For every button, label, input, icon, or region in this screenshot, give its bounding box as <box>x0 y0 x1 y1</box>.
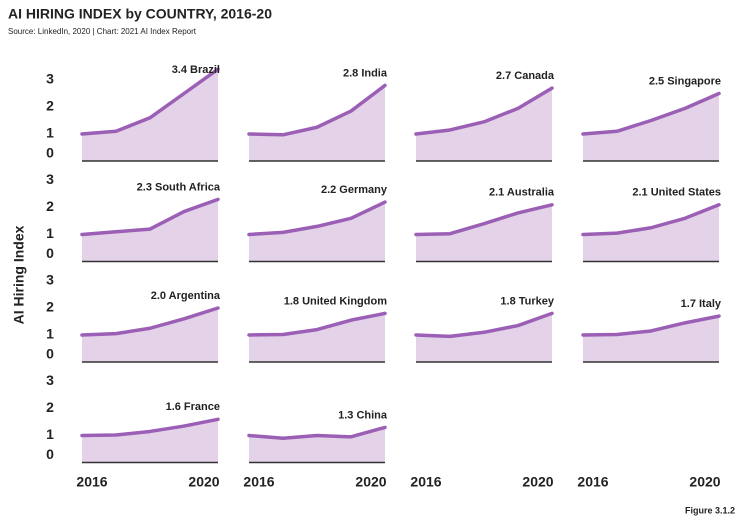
y-tick-label: 0 <box>46 346 54 362</box>
area <box>82 419 218 463</box>
x-tick-label: 2020 <box>355 474 386 490</box>
line <box>80 67 220 136</box>
line <box>80 417 220 438</box>
y-tick-label: 0 <box>46 446 54 462</box>
figure-label: Figure 3.1.2 <box>685 505 735 515</box>
y-tick-label: 1 <box>46 125 54 141</box>
panel-label: 3.4 Brazil <box>172 64 220 76</box>
y-tick-label: 0 <box>46 145 54 161</box>
line <box>80 306 220 337</box>
x-tick-label: 2020 <box>522 474 553 490</box>
area <box>249 427 385 463</box>
line <box>247 83 387 137</box>
area <box>416 88 552 161</box>
panel-label: 1.3 China <box>338 409 388 421</box>
panel-label: 2.8 India <box>343 67 388 79</box>
panel-label: 1.8 Turkey <box>500 295 554 307</box>
source: Source: LinkedIn, 2020 | Chart: 2021 AI … <box>8 27 197 36</box>
area <box>82 69 218 161</box>
panel-label: 2.1 Australia <box>489 187 555 199</box>
line <box>581 91 721 136</box>
line <box>414 86 554 136</box>
panel-label: 2.1 United States <box>632 187 721 199</box>
area <box>249 313 385 362</box>
y-tick-label: 3 <box>46 372 54 388</box>
x-tick-label: 2020 <box>689 474 720 490</box>
line <box>247 200 387 237</box>
line <box>247 311 387 337</box>
panel-label: 2.7 Canada <box>496 70 555 82</box>
line <box>581 314 721 337</box>
line <box>80 197 220 237</box>
area <box>82 308 218 362</box>
panel-label: 1.7 Italy <box>681 298 722 310</box>
y-tick-label: 1 <box>46 225 54 241</box>
line <box>414 203 554 237</box>
panel-label: 1.6 France <box>166 401 220 413</box>
line <box>581 203 721 237</box>
x-tick-label: 2016 <box>410 474 441 490</box>
panel-label: 1.8 United Kingdom <box>284 295 388 307</box>
chart-title: AI HIRING INDEX by COUNTRY, 2016-20 <box>8 6 272 22</box>
area <box>416 204 552 262</box>
area <box>249 85 385 161</box>
x-tick-label: 2016 <box>76 474 107 490</box>
panel-label: 2.2 Germany <box>321 184 388 196</box>
x-tick-label: 2016 <box>243 474 274 490</box>
y-tick-label: 3 <box>46 171 54 187</box>
area <box>583 93 719 161</box>
y-tick-label: 2 <box>46 98 54 114</box>
area <box>583 316 719 362</box>
line <box>247 425 387 440</box>
y-tick-label: 2 <box>46 399 54 415</box>
y-tick-label: 2 <box>46 299 54 315</box>
line <box>414 311 554 339</box>
panel-label: 2.5 Singapore <box>649 75 721 87</box>
x-tick-label: 2020 <box>188 474 219 490</box>
y-axis-label: AI Hiring Index <box>11 225 27 324</box>
y-tick-label: 1 <box>46 326 54 342</box>
y-tick-label: 2 <box>46 198 54 214</box>
y-tick-label: 3 <box>46 71 54 87</box>
y-tick-label: 3 <box>46 272 54 288</box>
panel-label: 2.0 Argentina <box>151 290 221 302</box>
y-tick-label: 0 <box>46 245 54 261</box>
area <box>249 202 385 262</box>
y-tick-label: 1 <box>46 426 54 442</box>
panel-label: 2.3 South Africa <box>137 181 221 193</box>
x-tick-label: 2016 <box>577 474 608 490</box>
